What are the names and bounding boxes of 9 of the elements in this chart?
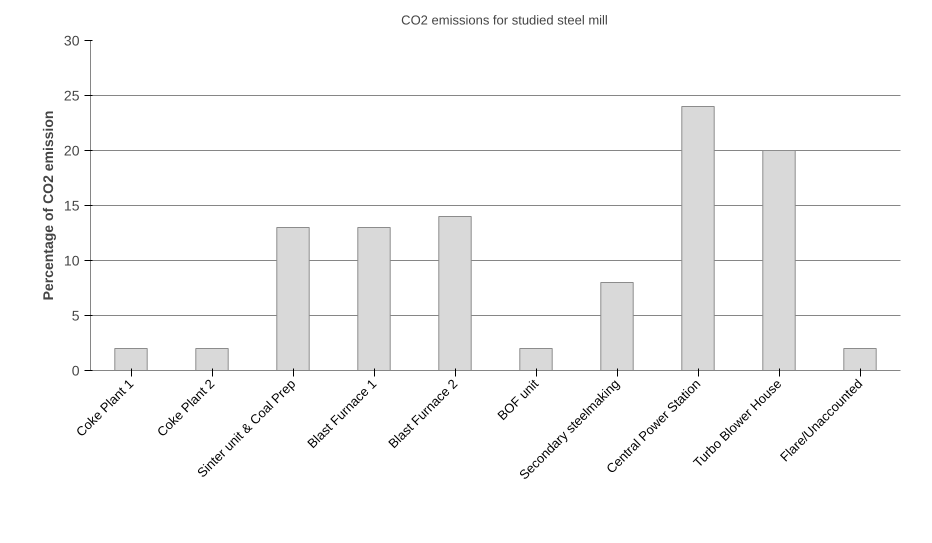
y-tick-label: 10 bbox=[64, 252, 80, 268]
y-tick-label: 5 bbox=[72, 308, 80, 324]
y-tick-label: 20 bbox=[64, 142, 80, 158]
y-tick-label: 15 bbox=[64, 198, 80, 214]
y-tick-label: 25 bbox=[64, 88, 80, 104]
y-axis-title: Percentage of CO2 emission bbox=[40, 110, 56, 300]
y-tick-label: 0 bbox=[72, 362, 80, 378]
y-tick-label: 30 bbox=[64, 32, 80, 48]
text: CO2 emissions for studied steel mill bbox=[401, 12, 608, 28]
